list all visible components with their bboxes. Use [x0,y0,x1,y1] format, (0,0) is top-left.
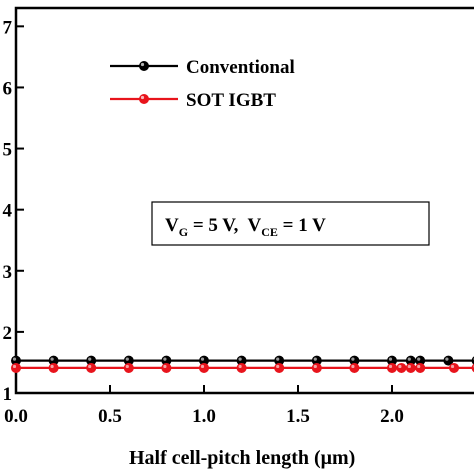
x-tick-label: 1.0 [192,406,216,427]
vce-value: = 1 V [278,215,326,236]
series-layer [11,355,474,373]
data-point-highlight [125,364,129,369]
data-point-highlight [398,364,402,369]
data-point-highlight [200,357,205,361]
y-tick-label: 1 [3,384,13,405]
data-point-highlight [388,364,393,369]
data-point-sot-igbt [311,362,322,373]
condition-annotation: VG = 5 V, VCE = 1 V [151,201,430,246]
data-point-highlight [200,364,205,369]
data-point-highlight [417,364,421,369]
data-point-highlight [125,357,129,361]
legend-marker-conventional [139,61,149,71]
data-point-sot-igbt [405,362,416,373]
x-tick-label: 0.5 [98,406,122,427]
data-point-highlight [163,357,167,361]
data-point-highlight [351,357,355,361]
y-tick-label: 4 [3,201,13,222]
data-point-highlight [388,357,393,361]
data-point-sot-igbt [471,363,474,373]
data-point-sot-igbt [161,362,172,373]
data-point-highlight [313,357,317,361]
x-tick-label: 1.5 [286,406,310,427]
data-point-sot-igbt [48,362,59,373]
legend-label-conventional: Conventional [186,57,295,78]
data-point-sot-igbt [236,362,247,373]
data-point-highlight [450,364,455,369]
legend-marker-highlight-conventional [140,62,145,67]
y-tick-label: 3 [3,262,13,283]
legend-label-sot-igbt: SOT IGBT [186,90,276,111]
data-point-sot-igbt [449,362,460,373]
data-point-sot-igbt [86,362,97,373]
annotation-text: VG = 5 V, VCE = 1 V [165,215,326,239]
data-point-sot-igbt [387,362,397,373]
data-point-highlight [12,364,17,369]
data-point-highlight [407,364,411,369]
data-point-highlight [445,357,449,361]
data-point-sot-igbt [123,362,134,373]
y-tick-label: 7 [3,17,13,38]
data-point-sot-igbt [396,362,407,373]
data-point-highlight [276,357,280,361]
y-tick-label: 5 [3,140,13,161]
data-point-highlight [50,364,54,369]
annotation-box [151,201,430,246]
y-axis: 1 2 3 4 5 6 7 [3,17,24,405]
data-point-sot-igbt [349,362,360,373]
plot-frame [14,6,474,395]
data-point-highlight [238,357,242,361]
data-point-highlight [50,357,54,361]
y-tick-label: 2 [3,323,13,344]
data-point-highlight [88,364,92,369]
x-tick-label: 0.0 [4,406,28,427]
vg-symbol: V [165,215,179,236]
data-point-highlight [12,357,17,361]
data-point-highlight [88,357,92,361]
vce-subscript: CE [261,225,278,239]
data-point-highlight [351,364,355,369]
x-axis: 0.00.51.01.52.02.5 [4,385,404,427]
x-tick-label: 2.0 [380,406,404,427]
data-point-sot-igbt [274,362,285,373]
data-point-highlight [313,364,317,369]
y-tick-label: 6 [3,78,13,99]
data-point-highlight [417,357,421,361]
data-point-highlight [238,364,242,369]
vg-subscript: G [179,225,188,239]
x-axis-label: Half cell-pitch length (μm) [129,447,355,469]
legend-marker-sot-igbt [139,94,149,104]
data-point-sot-igbt [11,362,21,373]
data-point-highlight [163,364,167,369]
legend-marker-highlight-sot-igbt [140,95,145,100]
data-point-sot-igbt [199,362,209,373]
legend: Conventional SOT IGBT [110,57,295,111]
data-point-highlight [407,357,411,361]
data-point-highlight [276,364,280,369]
data-point-sot-igbt [415,362,426,373]
vce-symbol: V [248,215,262,236]
data-point-conventional [471,356,474,365]
vg-value: = 5 V, [188,215,247,236]
